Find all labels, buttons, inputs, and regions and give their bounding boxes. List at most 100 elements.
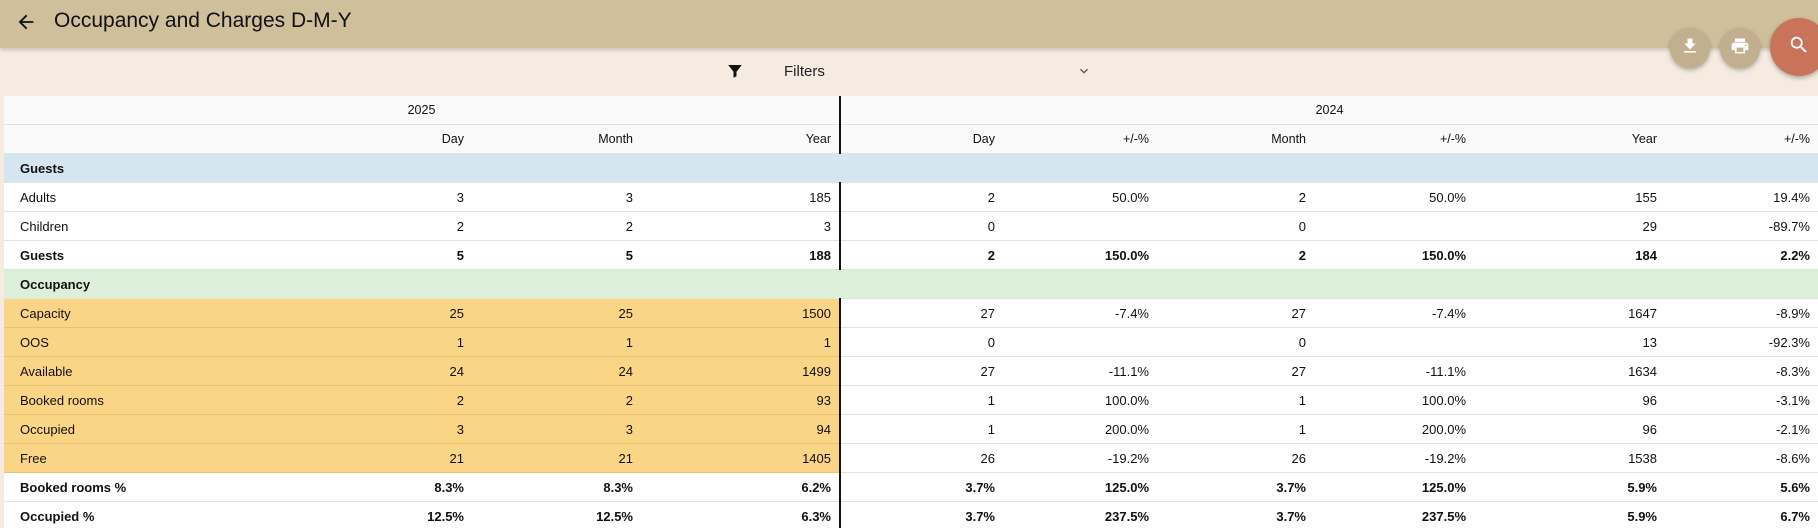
download-icon	[1680, 36, 1700, 61]
table-row: Occupied 3 3 94 1 200.0% 1 200.0% 96 -2.1%	[4, 414, 1818, 444]
table-row: Adults 3 3 185 2 50.0% 2 50.0% 155 19.4%	[4, 182, 1818, 212]
year-header-current: 2025	[4, 96, 841, 125]
table-cell: 3.7%	[1157, 472, 1314, 502]
table-cell: 25	[304, 298, 472, 328]
table-cell: 3	[304, 414, 472, 444]
table-cell: 5.6%	[1665, 472, 1818, 502]
table-cell: 1	[840, 385, 1003, 415]
table-cell: -8.6%	[1665, 443, 1818, 473]
table-cell: 185	[641, 182, 841, 212]
table-cell: 27	[840, 356, 1003, 386]
column-header: Day	[304, 124, 472, 154]
table-cell: 2	[1157, 240, 1314, 270]
table-cell: 125.0%	[1003, 472, 1157, 502]
table-cell: -19.2%	[1314, 443, 1474, 473]
filters-dropdown[interactable]: Filters	[724, 56, 1094, 86]
table-cell: -2.1%	[1665, 414, 1818, 444]
table-cell	[1314, 211, 1474, 241]
table-cell: 237.5%	[1314, 501, 1474, 528]
table-cell: 19.4%	[1665, 182, 1818, 212]
table-cell: 0	[840, 211, 1003, 241]
table-cell: -7.4%	[1003, 298, 1157, 328]
table-cell: 3	[641, 211, 841, 241]
column-header-row: Day Month Year Day +/-% Month +/-% Year …	[4, 124, 1818, 154]
table-cell: 2	[472, 211, 641, 241]
table-cell: 1500	[641, 298, 841, 328]
filters-label: Filters	[784, 62, 825, 80]
column-header: +/-%	[1665, 124, 1818, 154]
table-row: Capacity 25 25 1500 27 -7.4% 27 -7.4% 1647 -8.9%	[4, 298, 1818, 328]
table-cell: 3.7%	[840, 472, 1003, 502]
table-cell: 2	[304, 385, 472, 415]
table-cell: 2	[304, 211, 472, 241]
back-button[interactable]	[8, 6, 44, 42]
table-cell: 6.7%	[1665, 501, 1818, 528]
table-cell: 1	[1157, 414, 1314, 444]
table-cell: 27	[1157, 356, 1314, 386]
table-cell: 96	[1474, 414, 1665, 444]
search-button[interactable]	[1770, 18, 1818, 76]
column-header-label	[4, 124, 304, 154]
table-cell: 2.2%	[1665, 240, 1818, 270]
row-label: OOS	[4, 327, 304, 357]
table-cell: 50.0%	[1003, 182, 1157, 212]
table-row: Children 2 2 3 0 0 29 -89.7%	[4, 211, 1818, 241]
table-cell: 1	[472, 327, 641, 357]
table-body: Guests Adults 3 3 185 2 50.0% 2 50.0% 155 19.4% C…	[4, 153, 1818, 528]
column-header: +/-%	[1003, 124, 1157, 154]
row-label: Children	[4, 211, 304, 241]
column-header: Year	[641, 124, 841, 154]
table-cell: 12.5%	[304, 501, 472, 528]
chevron-down-icon	[1074, 61, 1094, 81]
table-cell: 1634	[1474, 356, 1665, 386]
table-cell: 29	[1474, 211, 1665, 241]
year-header-row: 2025 2024	[4, 96, 1818, 125]
table-row-total: Booked rooms % 8.3% 8.3% 6.2% 3.7% 125.0% 3.7%…	[4, 472, 1818, 502]
table-cell: -19.2%	[1003, 443, 1157, 473]
arrow-left-icon	[15, 11, 37, 38]
table-cell: 3.7%	[840, 501, 1003, 528]
top-app-bar: Occupancy and Charges D-M-Y	[0, 0, 1818, 48]
table-cell: 2	[1157, 182, 1314, 212]
table-cell: 200.0%	[1003, 414, 1157, 444]
table-cell: 237.5%	[1003, 501, 1157, 528]
table-cell: 3.7%	[1157, 501, 1314, 528]
table-cell: 26	[1157, 443, 1314, 473]
table-cell: 6.3%	[641, 501, 841, 528]
table-cell: 2	[472, 385, 641, 415]
table-cell: -89.7%	[1665, 211, 1818, 241]
table-cell: 3	[304, 182, 472, 212]
table-cell: 3	[472, 414, 641, 444]
report-table-container: 2025 2024 Day Month Year Day +/-% Month …	[4, 96, 1818, 528]
table-cell: 1	[1157, 385, 1314, 415]
download-button[interactable]	[1670, 28, 1710, 68]
table-row: OOS 1 1 1 0 0 13 -92.3%	[4, 327, 1818, 357]
table-cell: 100.0%	[1003, 385, 1157, 415]
table-cell: 5	[472, 240, 641, 270]
column-header: +/-%	[1314, 124, 1474, 154]
table-cell: 27	[840, 298, 1003, 328]
section-row-guests: Guests	[4, 153, 1818, 183]
table-cell: 24	[472, 356, 641, 386]
print-button[interactable]	[1720, 28, 1760, 68]
table-cell: 27	[1157, 298, 1314, 328]
section-row-occupancy: Occupancy	[4, 269, 1818, 299]
page-title: Occupancy and Charges D-M-Y	[54, 9, 352, 32]
table-row: Free 21 21 1405 26 -19.2% 26 -19.2% 1538 -8.6%	[4, 443, 1818, 473]
row-label: Guests	[4, 240, 304, 270]
table-cell: 26	[840, 443, 1003, 473]
table-row-total: Occupied % 12.5% 12.5% 6.3% 3.7% 237.5% 3.7% 23…	[4, 501, 1818, 528]
table-cell: -8.3%	[1665, 356, 1818, 386]
row-label: Occupied %	[4, 501, 304, 528]
table-cell: -3.1%	[1665, 385, 1818, 415]
table-cell: 200.0%	[1314, 414, 1474, 444]
table-cell: 150.0%	[1003, 240, 1157, 270]
table-cell: -7.4%	[1314, 298, 1474, 328]
table-cell: 188	[641, 240, 841, 270]
column-header: Month	[472, 124, 641, 154]
table-cell: 50.0%	[1314, 182, 1474, 212]
table-cell: 96	[1474, 385, 1665, 415]
print-icon	[1730, 36, 1750, 61]
section-label: Occupancy	[4, 269, 1818, 299]
table-row: Available 24 24 1499 27 -11.1% 27 -11.1% 1634 -8.…	[4, 356, 1818, 386]
